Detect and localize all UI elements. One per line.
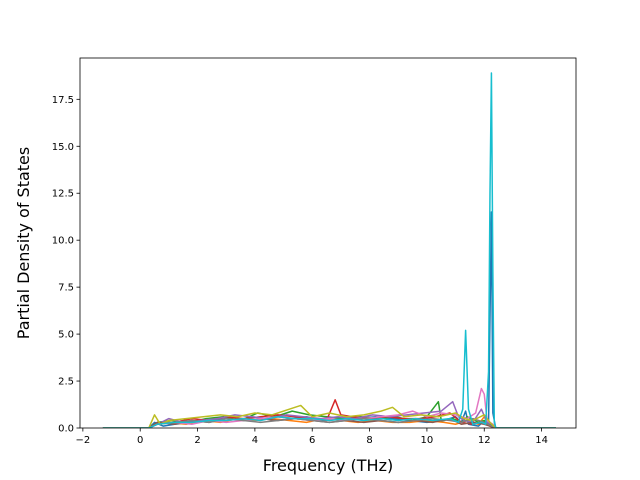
y-tick-label: 5.0 [58,330,74,341]
y-tick-label: 7.5 [58,283,74,294]
pdos-series-line-8 [102,417,556,428]
x-tick-label: 8 [366,435,372,446]
pdos-series-line-10 [102,72,556,428]
x-tick-label: 4 [252,435,258,446]
y-tick-label: 2.5 [58,377,74,388]
x-tick-label: 10 [421,435,434,446]
series-layer [102,72,556,428]
y-tick-label: 15.0 [52,142,74,153]
y-tick-label: 17.5 [52,95,74,106]
x-axis-label: Frequency (THz) [263,456,393,475]
x-tick-label: −2 [75,435,90,446]
y-tick-label: 12.5 [52,189,74,200]
plot-area [79,57,577,429]
axes-frame [79,57,577,429]
x-tick-label: 12 [478,435,491,446]
x-tick-label: 14 [535,435,548,446]
y-tick-label: 10.0 [52,236,74,247]
pdos-series-line-9 [102,404,556,428]
x-axis-ticks: −2 0 2 4 6 8 10 12 14 [75,428,548,446]
y-tick-label: 0.0 [58,424,74,435]
x-tick-label: 6 [309,435,315,446]
y-axis-label: Partial Density of States [14,147,33,339]
y-axis-ticks: 0.0 2.5 5.0 7.5 10.0 12.5 15.0 17.5 [52,95,80,435]
x-tick-label: 2 [194,435,200,446]
x-tick-label: 0 [137,435,143,446]
